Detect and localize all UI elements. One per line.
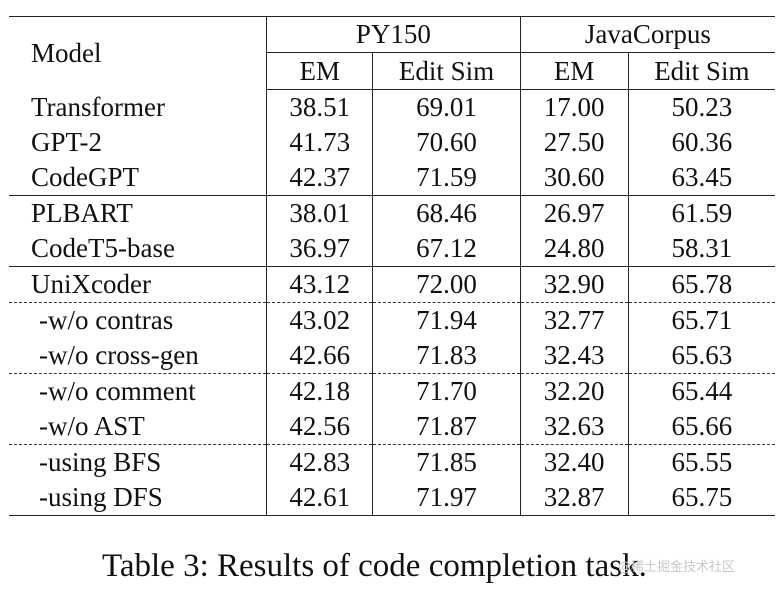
- table-row: -w/o contras 43.02 71.94 32.77 65.71: [9, 302, 775, 338]
- model-name: -w/o contras: [9, 302, 267, 338]
- model-name: -using BFS: [9, 444, 267, 480]
- py150-editsim: 68.46: [372, 195, 521, 231]
- java-em: 32.87: [519, 480, 629, 516]
- java-em: 32.90: [519, 266, 629, 303]
- table-row: -using DFS 42.61 71.97 32.87 65.75: [9, 480, 775, 516]
- table-row-highlight: UniXcoder 43.12 72.00 32.90 65.78: [9, 266, 775, 303]
- table-row: -w/o AST 42.56 71.87 32.63 65.66: [9, 409, 775, 445]
- py150-em: 42.66: [266, 338, 373, 374]
- py150-editsim: 69.01: [372, 89, 521, 125]
- java-editsim: 58.31: [627, 231, 775, 267]
- java-em: 32.63: [519, 409, 629, 445]
- header-py150-editsim: Edit Sim: [372, 52, 521, 90]
- model-name: -w/o cross-gen: [39, 340, 199, 370]
- java-editsim: 65.71: [627, 302, 775, 338]
- py150-editsim: 67.12: [372, 231, 521, 267]
- java-em: 24.80: [519, 231, 629, 267]
- py150-editsim: 71.85: [372, 444, 521, 480]
- py150-em: 42.83: [266, 444, 373, 480]
- java-em: 30.60: [519, 160, 629, 196]
- py150-editsim: 70.60: [372, 125, 521, 160]
- header-group-javacorpus: JavaCorpus: [519, 16, 775, 53]
- java-editsim: 65.55: [627, 444, 775, 480]
- model-name: CodeGPT: [31, 162, 139, 192]
- java-editsim: 61.59: [627, 195, 775, 231]
- java-editsim: 60.36: [627, 125, 775, 160]
- header-model: Model: [9, 16, 267, 90]
- header-group-py150: PY150: [266, 16, 521, 53]
- py150-em: 42.61: [266, 480, 373, 516]
- java-editsim: 65.78: [627, 266, 775, 303]
- table-row: PLBART 38.01 68.46 26.97 61.59: [9, 195, 775, 231]
- py150-em: 42.18: [266, 373, 373, 409]
- py150-em: 43.12: [266, 266, 373, 303]
- py150-editsim: 71.83: [372, 338, 521, 374]
- model-name: -w/o AST: [39, 411, 145, 441]
- table-row: CodeGPT 42.37 71.59 30.60 63.45: [9, 160, 775, 196]
- py150-editsim: 71.94: [372, 302, 521, 338]
- java-em: 32.40: [519, 444, 629, 480]
- py150-em: 42.37: [266, 160, 373, 196]
- java-editsim: 63.45: [627, 160, 775, 196]
- py150-editsim: 71.97: [372, 480, 521, 516]
- model-name: -using DFS: [9, 480, 267, 516]
- java-editsim: 65.66: [627, 409, 775, 445]
- header-java-em: EM: [519, 52, 629, 90]
- results-table: Model PY150 JavaCorpus EM Edit Sim EM Ed…: [9, 16, 775, 516]
- java-editsim: 65.63: [627, 338, 775, 374]
- model-name: Transformer: [31, 91, 165, 122]
- model-name: GPT-2: [31, 127, 103, 157]
- table-row: -using BFS 42.83 71.85 32.40 65.55: [9, 444, 775, 480]
- model-name: PLBART: [9, 195, 267, 231]
- py150-editsim: 71.59: [372, 160, 521, 196]
- py150-em: 42.56: [266, 409, 373, 445]
- py150-em: 43.02: [266, 302, 373, 338]
- py150-editsim: 71.87: [372, 409, 521, 445]
- java-em: 27.50: [519, 125, 629, 160]
- java-em: 32.43: [519, 338, 629, 374]
- java-editsim: 65.44: [627, 373, 775, 409]
- py150-em: 36.97: [266, 231, 373, 267]
- py150-em: 41.73: [266, 125, 373, 160]
- table-row: GPT-2 41.73 70.60 27.50 60.36: [9, 125, 775, 160]
- table-caption: Table 3: Results of code completion task…: [102, 548, 647, 584]
- table-row: -w/o cross-gen 42.66 71.83 32.43 65.63: [9, 338, 775, 374]
- py150-editsim: 71.70: [372, 373, 521, 409]
- header-py150-em: EM: [266, 52, 373, 90]
- header-java-editsim: Edit Sim: [627, 52, 775, 90]
- model-name: CodeT5-base: [31, 233, 175, 263]
- table-row: CodeT5-base 36.97 67.12 24.80 58.31: [9, 231, 775, 267]
- java-em: 17.00: [519, 89, 629, 125]
- java-em: 26.97: [519, 195, 629, 231]
- py150-em: 38.51: [266, 89, 373, 125]
- table-row: -w/o comment 42.18 71.70 32.20 65.44: [9, 373, 775, 409]
- java-editsim: 65.75: [627, 480, 775, 516]
- py150-em: 38.01: [266, 195, 373, 231]
- py150-editsim: 72.00: [372, 266, 521, 303]
- model-name: -w/o comment: [9, 373, 267, 409]
- model-name: UniXcoder: [9, 266, 267, 303]
- table-row: Transformer 38.51 69.01 17.00 50.23: [9, 89, 775, 125]
- java-em: 32.20: [519, 373, 629, 409]
- watermark: @稀土掘金技术社区: [618, 560, 736, 575]
- java-em: 32.77: [519, 302, 629, 338]
- java-editsim: 50.23: [627, 89, 775, 125]
